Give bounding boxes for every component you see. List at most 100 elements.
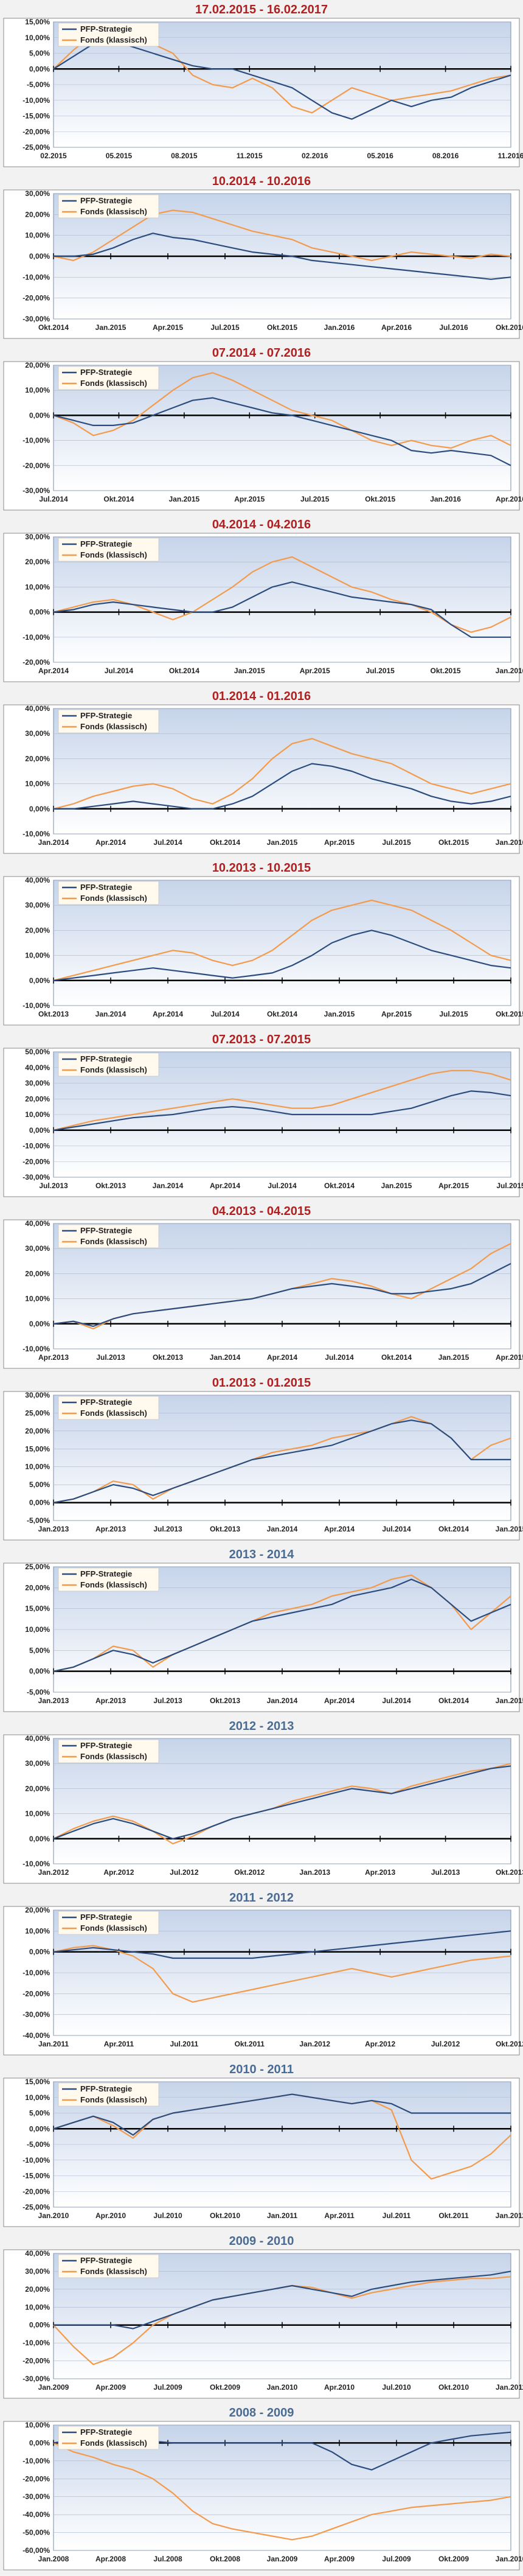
x-tick-label: Jan.2014 bbox=[267, 1696, 298, 1705]
x-tick-label: Jan.2013 bbox=[38, 1525, 69, 1533]
x-tick-label: Jan.2010 bbox=[38, 2211, 69, 2220]
y-tick-label: -20,00% bbox=[23, 1157, 50, 1166]
y-tick-label: 10,00% bbox=[25, 1295, 50, 1303]
x-tick-label: Jan.2014 bbox=[210, 1353, 241, 1362]
x-tick-label: Okt.2010 bbox=[438, 2383, 469, 2392]
x-tick-label: Apr.2009 bbox=[324, 2555, 355, 2563]
x-tick-label: Jul.2014 bbox=[153, 838, 182, 847]
y-tick-label: 40,00% bbox=[25, 704, 50, 713]
x-tick-label: Jan.2014 bbox=[153, 1181, 184, 1190]
x-tick-label: 02.2016 bbox=[302, 152, 328, 160]
legend-label-fund: Fonds (klassisch) bbox=[80, 1752, 147, 1761]
y-tick-label: 25,00% bbox=[25, 1563, 50, 1571]
y-tick-label: 10,00% bbox=[25, 2421, 50, 2429]
chart-panel: 04.2014 - 04.2016 30,00% 20,00% 10,00% 0,00%… bbox=[0, 515, 523, 687]
x-tick-label: 05.2016 bbox=[367, 152, 393, 160]
series-line-fund bbox=[53, 1069, 511, 1131]
x-tick-label: Okt.2015 bbox=[431, 667, 461, 675]
legend-label-fund: Fonds (klassisch) bbox=[80, 550, 147, 559]
x-tick-label: Okt.2014 bbox=[381, 1353, 412, 1362]
y-tick-label: 30,00% bbox=[25, 1759, 50, 1768]
series-line-strategy bbox=[53, 2093, 511, 2136]
y-tick-label: 10,00% bbox=[25, 1463, 50, 1471]
y-tick-label: 20,00% bbox=[25, 2285, 50, 2294]
x-tick-label: Jul.2012 bbox=[170, 1868, 199, 1877]
x-tick-label: Jul.2013 bbox=[431, 1868, 460, 1877]
y-tick-label: 5,00% bbox=[29, 1480, 50, 1489]
y-tick-label: 10,00% bbox=[25, 1927, 50, 1935]
y-tick-label: 0,00% bbox=[29, 252, 50, 261]
chart-title: 2010 - 2011 bbox=[229, 2063, 294, 2076]
legend-box bbox=[58, 366, 159, 390]
legend-box bbox=[58, 2254, 159, 2278]
y-tick-label: -10,00% bbox=[23, 273, 50, 281]
y-tick-label: 5,00% bbox=[29, 2109, 50, 2118]
x-tick-label: Apr.2015 bbox=[438, 1181, 469, 1190]
x-tick-label: Okt.2015 bbox=[365, 495, 395, 503]
x-tick-label: 02.2015 bbox=[40, 152, 67, 160]
x-tick-label: Jan.2009 bbox=[267, 2555, 298, 2563]
chart-panel: 2011 - 2012 20,00% 10,00% 0,00% -10,00% -20,0… bbox=[0, 1888, 523, 2060]
y-tick-label: 10,00% bbox=[25, 780, 50, 788]
chart-panel: 10.2014 - 10.2016 30,00% 20,00% 10,00% 0,00%… bbox=[0, 172, 523, 343]
x-tick-label: Apr.2011 bbox=[104, 2040, 134, 2048]
chart-svg: 40,00%30,00%20,00%10,00%0,00%-10,00%Okt.… bbox=[3, 876, 523, 1026]
legend-box bbox=[58, 1224, 159, 1248]
x-tick-label: Jul.2013 bbox=[96, 1353, 125, 1362]
x-tick-label: Jul.2015 bbox=[382, 838, 411, 847]
y-tick-label: 20,00% bbox=[25, 926, 50, 934]
x-tick-label: Okt.2016 bbox=[496, 323, 523, 332]
x-tick-label: Jan.2011 bbox=[267, 2211, 297, 2220]
y-tick-label: 30,00% bbox=[25, 901, 50, 909]
series-line-strategy bbox=[53, 397, 511, 466]
y-tick-label: -10,00% bbox=[23, 2457, 50, 2465]
y-tick-label: -10,00% bbox=[23, 633, 50, 642]
chart-title: 2012 - 2013 bbox=[229, 1720, 294, 1733]
x-tick-label: Jan.2013 bbox=[38, 1696, 69, 1705]
y-tick-label: 20,00% bbox=[25, 1906, 50, 1914]
y-tick-label: -30,00% bbox=[23, 1173, 50, 1181]
y-tick-label: 15,00% bbox=[25, 1605, 50, 1613]
legend-box bbox=[58, 23, 159, 47]
y-tick-label: 40,00% bbox=[25, 1734, 50, 1743]
chart-panel: 10.2013 - 10.2015 40,00% 30,00% 20,00% 10,00… bbox=[0, 858, 523, 1030]
legend-label-fund: Fonds (klassisch) bbox=[80, 1237, 147, 1246]
y-tick-label: -5,00% bbox=[27, 1688, 50, 1696]
y-tick-label: 20,00% bbox=[25, 754, 50, 763]
chart-svg: 15,00% 10,00% 5,00% 0,00% -5,00% -10,00% -15,0… bbox=[3, 2077, 523, 2227]
y-tick-label: -20,00% bbox=[23, 658, 50, 667]
chart-svg: 30,00% 20,00% 10,00% 0,00% -10,00% -20,00% -30… bbox=[3, 189, 523, 339]
y-tick-label: 10,00% bbox=[25, 386, 50, 394]
x-tick-label: Apr.2013 bbox=[365, 1868, 395, 1877]
x-tick-label: Jan.2014 bbox=[95, 1010, 126, 1018]
legend-label-fund: Fonds (klassisch) bbox=[80, 1923, 147, 1933]
chart-panel: 01.2013 - 01.2015 30,00% 25,00% 20,00% 15,00… bbox=[0, 1373, 523, 1545]
series-line-fund bbox=[53, 2442, 511, 2541]
x-tick-label: 08.2016 bbox=[432, 152, 459, 160]
x-tick-label: Apr.2013 bbox=[95, 1525, 126, 1533]
x-tick-label: Okt.2015 bbox=[496, 1010, 523, 1018]
y-tick-label: -60,00% bbox=[23, 2546, 50, 2555]
x-tick-label: Okt.2012 bbox=[234, 1868, 265, 1877]
x-tick-label: Jan.2015 bbox=[95, 323, 126, 332]
legend-label-fund: Fonds (klassisch) bbox=[80, 2095, 147, 2104]
legend-label-fund: Fonds (klassisch) bbox=[80, 1409, 147, 1418]
x-tick-label: Jul.2013 bbox=[153, 1696, 182, 1705]
y-tick-label: -25,00% bbox=[23, 143, 50, 152]
series-line-fund bbox=[53, 209, 511, 262]
y-tick-label: 20,00% bbox=[25, 1269, 50, 1278]
legend-box bbox=[58, 1052, 159, 1077]
legend-label-strategy: PFP-Strategie bbox=[80, 1569, 132, 1578]
x-tick-label: Jan.2014 bbox=[38, 838, 69, 847]
chart-panel: 2010 - 2011 15,00% 10,00% 5,00% 0,00% -5,00% -… bbox=[0, 2060, 523, 2231]
y-tick-label: 15,00% bbox=[25, 2077, 50, 2086]
x-tick-label: Jul.2015 bbox=[496, 1181, 523, 1190]
y-tick-label: 25,00% bbox=[25, 1409, 50, 1417]
x-tick-label: Jan.2016 bbox=[324, 323, 355, 332]
